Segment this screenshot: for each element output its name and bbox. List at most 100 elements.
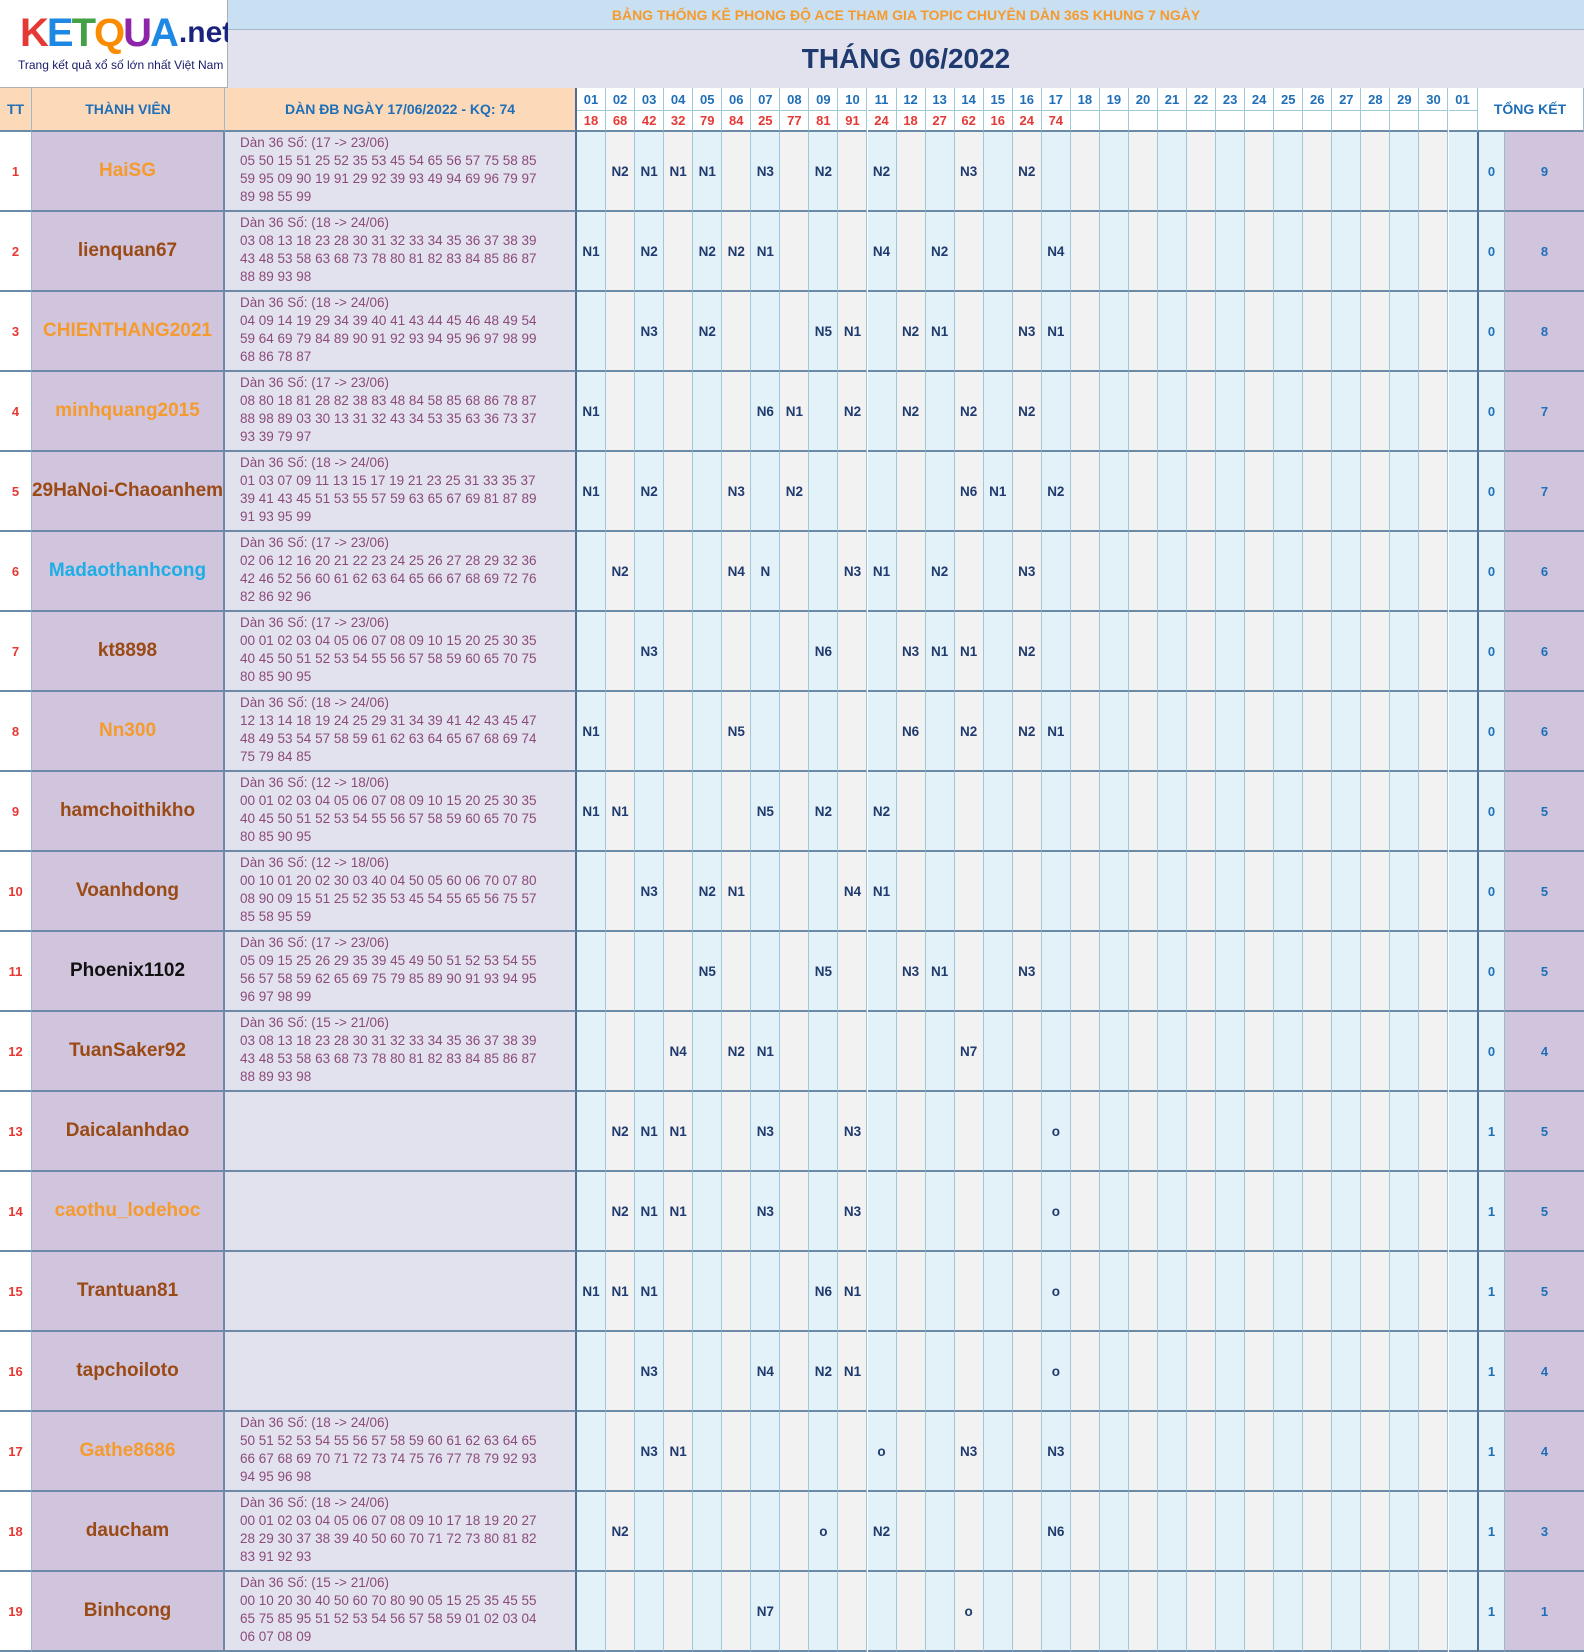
day-cell: N1: [606, 772, 636, 852]
total-hits: 9: [1504, 132, 1584, 212]
day-cell: [983, 1172, 1013, 1252]
member-dan: [225, 1172, 577, 1252]
day-cell: [1012, 1492, 1042, 1572]
day-cell: [1245, 1492, 1275, 1572]
day-cell: N1: [925, 612, 955, 692]
day-cell: [983, 612, 1013, 692]
total-hits: 5: [1504, 1092, 1584, 1172]
member-dan: Dàn 36 Số: (18 -> 24/06) 50 51 52 53 54 5…: [225, 1412, 577, 1492]
day-cell: N3: [838, 532, 868, 612]
day-cell: [896, 1412, 926, 1492]
member-name[interactable]: Trantuan81: [32, 1252, 225, 1332]
member-name[interactable]: Voanhdong: [32, 852, 225, 932]
day-cell: [1041, 852, 1071, 932]
day-cell: [577, 1572, 607, 1652]
day-cell: [1390, 1492, 1420, 1572]
member-name[interactable]: tapchoiloto: [32, 1332, 225, 1412]
member-name[interactable]: caothu_lodehoc: [32, 1172, 225, 1252]
member-name[interactable]: 29HaNoi-Chaoanhem: [32, 452, 225, 532]
member-name[interactable]: minhquang2015: [32, 372, 225, 452]
member-name[interactable]: kt8898: [32, 612, 225, 692]
day-cell: [1158, 612, 1188, 692]
day-cell: [751, 1412, 781, 1492]
day-cell: [1012, 852, 1042, 932]
day-cell: [722, 1332, 752, 1412]
day-header-13: 13: [925, 88, 955, 110]
dan-range: Dàn 36 Số: (18 -> 24/06): [240, 695, 389, 710]
day-cell: [1448, 212, 1478, 292]
day-cell: N1: [983, 452, 1013, 532]
total-wins: 0: [1477, 772, 1504, 852]
day-cell: [809, 852, 839, 932]
day-cell: [1303, 1572, 1333, 1652]
member-name[interactable]: hamchoithikho: [32, 772, 225, 852]
day-cell: [1332, 612, 1362, 692]
day-cell: [1099, 932, 1129, 1012]
member-name[interactable]: Daicalanhdao: [32, 1092, 225, 1172]
day-cell: [780, 772, 810, 852]
day-cell: [1187, 1172, 1217, 1252]
day-cell: [1419, 772, 1449, 852]
day-cell: [1187, 1492, 1217, 1572]
day-cell: [838, 932, 868, 1012]
dan-numbers: 75 79 84 85: [240, 749, 312, 764]
site-logo[interactable]: K E T Q U A .net Trang kết quả xổ số lớn nhất …: [0, 0, 232, 88]
member-name[interactable]: Binhcong: [32, 1572, 225, 1652]
day-cell: N2: [722, 1012, 752, 1092]
day-cell: [1158, 372, 1188, 452]
dan-range: Dàn 36 Số: (12 -> 18/06): [240, 855, 389, 870]
dan-numbers: 39 41 43 45 51 53 55 57 59 63 65 67 69 8…: [240, 491, 537, 506]
day-result-28: [1361, 110, 1391, 132]
day-cell: [1099, 852, 1129, 932]
member-name[interactable]: CHIENTHANG2021: [32, 292, 225, 372]
day-header-19: 19: [1099, 88, 1129, 110]
day-cell: N2: [925, 532, 955, 612]
member-name[interactable]: TuanSaker92: [32, 1012, 225, 1092]
day-cell: [954, 1092, 984, 1172]
member-name[interactable]: daucham: [32, 1492, 225, 1572]
day-cell: [1361, 452, 1391, 532]
day-cell: N3: [751, 1172, 781, 1252]
day-cell: [1390, 532, 1420, 612]
day-cell: N1: [635, 132, 665, 212]
total-hits: 5: [1504, 932, 1584, 1012]
member-name[interactable]: Madaothanhcong: [32, 532, 225, 612]
day-cell: [1332, 1492, 1362, 1572]
day-cell: [954, 1492, 984, 1572]
day-cell: [983, 372, 1013, 452]
dan-numbers: 48 49 53 54 57 58 59 61 62 63 64 65 67 6…: [240, 731, 537, 746]
dan-numbers: 59 95 09 90 19 91 29 92 39 93 49 94 69 9…: [240, 171, 537, 186]
dan-numbers: 05 50 15 51 25 52 35 53 45 54 65 56 57 7…: [240, 153, 537, 168]
member-name[interactable]: Nn300: [32, 692, 225, 772]
dan-numbers: 88 98 89 03 30 13 31 32 43 34 53 35 63 3…: [240, 411, 537, 426]
day-cell: [693, 1332, 723, 1412]
day-cell: [780, 1572, 810, 1652]
day-cell: [1099, 1012, 1129, 1092]
member-name[interactable]: HaiSG: [32, 132, 225, 212]
member-name[interactable]: lienquan67: [32, 212, 225, 292]
member-dan: Dàn 36 Số: (17 -> 23/06) 05 09 15 25 26 2…: [225, 932, 577, 1012]
total-wins: 0: [1477, 612, 1504, 692]
day-header-22: 22: [1187, 88, 1217, 110]
day-cell: [1128, 612, 1158, 692]
day-cell: [809, 452, 839, 532]
day-cell: [1245, 772, 1275, 852]
row-number: 3: [0, 292, 32, 372]
day-cell: [1390, 132, 1420, 212]
dan-numbers: 65 75 85 95 51 52 53 54 56 57 58 59 01 0…: [240, 1611, 537, 1626]
day-cell: N2: [780, 452, 810, 532]
day-cell: N3: [1012, 532, 1042, 612]
day-cell: [1216, 772, 1246, 852]
day-cell: [1158, 1332, 1188, 1412]
day-cell: N3: [838, 1092, 868, 1172]
member-name[interactable]: Phoenix1102: [32, 932, 225, 1012]
day-cell: N7: [954, 1012, 984, 1092]
member-name[interactable]: Gathe8686: [32, 1412, 225, 1492]
day-cell: [1128, 452, 1158, 532]
col-header-tt: TT: [0, 88, 32, 132]
day-cell: [1187, 852, 1217, 932]
day-cell: [664, 292, 694, 372]
day-cell: [722, 1252, 752, 1332]
day-cell: [983, 292, 1013, 372]
